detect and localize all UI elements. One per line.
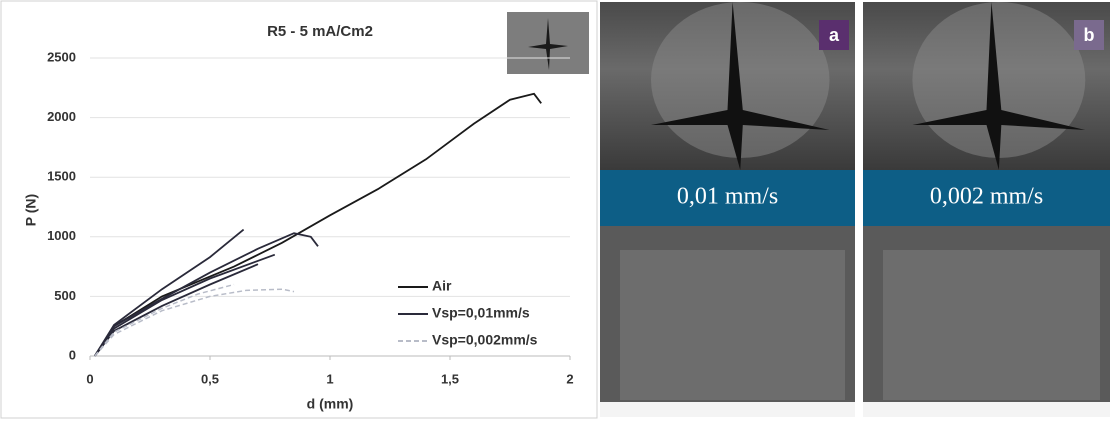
series-line bbox=[94, 92, 542, 357]
panel-label: a bbox=[829, 25, 840, 45]
inset-image bbox=[507, 12, 589, 74]
caption-band bbox=[600, 170, 855, 226]
y-tick-label: 2000 bbox=[47, 109, 76, 124]
crack bbox=[651, 2, 830, 170]
label-box bbox=[1074, 20, 1104, 50]
legend-label: Vsp=0,002mm/s bbox=[432, 332, 538, 348]
scale-bar-strip bbox=[600, 402, 855, 417]
x-tick-label: 0,5 bbox=[201, 371, 219, 386]
legend-label: Air bbox=[432, 278, 452, 294]
crack bbox=[912, 2, 1086, 170]
x-tick-label: 2 bbox=[566, 371, 573, 386]
x-tick-label: 1 bbox=[326, 371, 333, 386]
scale-bar-strip bbox=[863, 402, 1110, 417]
legend-label: Vsp=0,01mm/s bbox=[432, 305, 530, 321]
chart-title: R5 - 5 mA/Cm2 bbox=[267, 23, 373, 40]
y-axis-label: P (N) bbox=[23, 194, 39, 226]
panel-caption: 0,002 mm/s bbox=[930, 184, 1043, 210]
panel-label: b bbox=[1084, 25, 1095, 45]
caption-band bbox=[863, 170, 1110, 226]
series-line bbox=[94, 232, 319, 357]
y-tick-label: 0 bbox=[69, 347, 76, 362]
label-box bbox=[819, 20, 849, 50]
fracture-texture bbox=[620, 250, 845, 400]
series-line bbox=[94, 283, 235, 357]
y-tick-label: 1000 bbox=[47, 228, 76, 243]
x-axis-label: d (mm) bbox=[307, 396, 354, 412]
series-line bbox=[94, 288, 295, 357]
panel-caption: 0,01 mm/s bbox=[677, 184, 778, 210]
y-tick-label: 2500 bbox=[47, 49, 76, 64]
series-line bbox=[94, 253, 276, 357]
x-tick-label: 0 bbox=[86, 371, 93, 386]
y-tick-label: 1500 bbox=[47, 169, 76, 184]
x-tick-label: 1,5 bbox=[441, 371, 459, 386]
fracture-texture bbox=[883, 250, 1100, 400]
y-tick-label: 500 bbox=[54, 288, 76, 303]
series-line bbox=[94, 263, 259, 357]
